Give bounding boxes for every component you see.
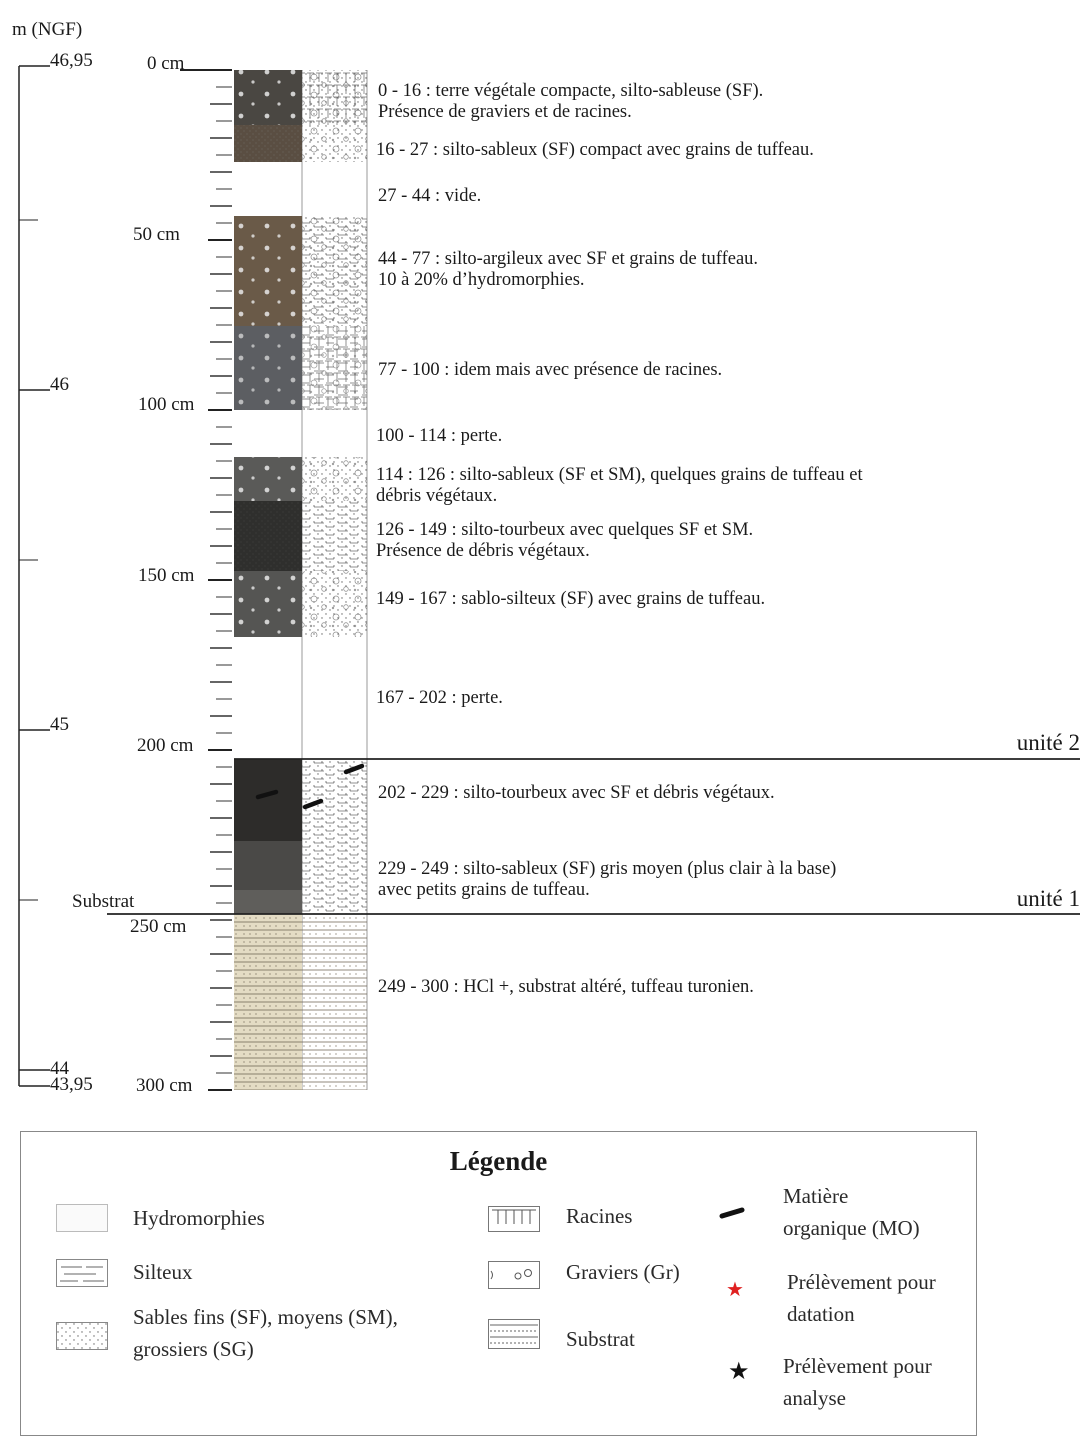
legend-graviers: Graviers (Gr) xyxy=(566,1260,680,1284)
silteux-swatch-icon xyxy=(56,1259,108,1287)
legend-mo: Matière xyxy=(783,1184,849,1208)
ngf-axis-label: m (NGF) xyxy=(12,19,82,40)
black-star-icon: ★ xyxy=(728,1356,750,1388)
layer-description: 27 - 44 : vide. xyxy=(378,186,481,206)
depth-tick-label: 0 cm xyxy=(147,53,185,74)
legend-datation: Prélèvement pour xyxy=(787,1270,936,1294)
legend-datation-cont: datation xyxy=(787,1302,855,1326)
layer-description: 100 - 114 : perte. xyxy=(376,426,502,446)
layer-description: 16 - 27 : silto-sableux (SF) compact ave… xyxy=(376,140,814,160)
layer-description: 77 - 100 : idem mais avec présence de ra… xyxy=(378,360,722,380)
layer-114-126 xyxy=(234,457,367,501)
red-star-icon: ★ xyxy=(726,1274,744,1306)
layer-description: 0 - 16 : terre végétale compacte, silto-… xyxy=(378,81,763,101)
sables-swatch-icon xyxy=(56,1322,108,1350)
legend-title: Légende xyxy=(449,1146,548,1176)
depth-tick-label: 300 cm xyxy=(136,1075,193,1096)
substrat-label: Substrat xyxy=(72,891,135,912)
layer-description: 229 - 249 : silto-sableux (SF) gris moye… xyxy=(378,859,836,879)
layer-description: 149 - 167 : sablo-silteux (SF) avec grai… xyxy=(376,589,765,609)
organic-matter-icon xyxy=(343,763,365,775)
layer-description-cont: débris végétaux. xyxy=(376,486,497,506)
unit-2-label: unité 2 xyxy=(1017,730,1080,755)
depth-tick-label: 150 cm xyxy=(138,565,195,586)
layer-229-249 xyxy=(234,841,367,914)
layer-description: 126 - 149 : silto-tourbeux avec quelques… xyxy=(376,520,753,540)
unit-1-label: unité 1 xyxy=(1017,886,1080,911)
legend-analyse: Prélèvement pour xyxy=(783,1354,932,1378)
legend-substrat: Substrat xyxy=(566,1327,635,1351)
organic-matter-legend-icon xyxy=(719,1207,745,1219)
legend-analyse-cont: analyse xyxy=(783,1386,846,1410)
hydromorphies-swatch-icon xyxy=(56,1204,108,1232)
depth-tick-label: 200 cm xyxy=(137,735,194,756)
racines-swatch-icon xyxy=(488,1206,540,1232)
layer-44-77 xyxy=(234,216,367,326)
red-star-glyph: ★ xyxy=(726,1279,744,1301)
layer-202-229 xyxy=(234,759,367,841)
layer-description-cont: 10 à 20% d’hydromorphies. xyxy=(378,270,585,290)
organic-matter-icon xyxy=(302,798,324,810)
organic-matter-marks xyxy=(255,763,365,810)
layer-126-149 xyxy=(234,501,367,571)
depth-tick-label: 250 cm xyxy=(130,916,187,937)
layer-descriptions: 0 - 16 : terre végétale compacte, silto-… xyxy=(376,81,863,997)
ngf-tick-label: 46,95 xyxy=(50,50,93,71)
layer-249-300 xyxy=(234,914,367,1090)
layer-description-cont: Présence de graviers et de racines. xyxy=(378,102,632,122)
substrat-swatch-icon xyxy=(488,1319,540,1349)
layer-77-100 xyxy=(234,326,367,410)
layer-description: 44 - 77 : silto-argileux avec SF et grai… xyxy=(378,249,758,269)
log-svg: m (NGF) 46,95 46 45 44 43,95 0 cm 50 cm … xyxy=(12,19,1080,1096)
legend-hydromorphies: Hydromorphies xyxy=(133,1206,265,1230)
layer-16-27 xyxy=(234,125,367,162)
depth-tick-label: 50 cm xyxy=(133,224,180,245)
layer-149-167 xyxy=(234,571,367,637)
ngf-tick-label: 45 xyxy=(50,714,69,735)
ngf-tick-label: 44 xyxy=(50,1058,70,1079)
layer-description: 167 - 202 : perte. xyxy=(376,688,503,708)
legend-silteux: Silteux xyxy=(133,1260,193,1284)
organic-matter-icon xyxy=(255,789,279,800)
legend-sables: Sables fins (SF), moyens (SM), xyxy=(133,1305,398,1329)
layer-description: 202 - 229 : silto-tourbeux avec SF et dé… xyxy=(378,783,775,803)
depth-tick-label: 100 cm xyxy=(138,394,195,415)
ngf-tick-label: 46 xyxy=(50,374,69,395)
legend-sables-cont: grossiers (SG) xyxy=(133,1337,254,1361)
layer-description: 114 : 126 : silto-sableux (SF et SM), qu… xyxy=(376,465,863,485)
black-star-glyph: ★ xyxy=(728,1359,750,1385)
layer-description-cont: Présence de débris végétaux. xyxy=(376,541,590,561)
legend-mo-cont: organique (MO) xyxy=(783,1216,920,1240)
graviers-swatch-icon xyxy=(488,1261,540,1289)
layer-description-cont: avec petits grains de tuffeau. xyxy=(378,880,590,900)
ngf-tick-label: 43,95 xyxy=(50,1074,93,1095)
legend: Légende Hydromorphies Silteux Sables fin… xyxy=(20,1131,977,1436)
layer-description: 249 - 300 : HCl +, substrat altéré, tuff… xyxy=(378,977,754,997)
layer-0-16 xyxy=(234,70,367,125)
depth-scale: 0 cm 50 cm 100 cm 150 cm 200 cm 250 cm 3… xyxy=(130,53,232,1096)
legend-racines: Racines xyxy=(566,1204,633,1228)
ngf-axis: m (NGF) 46,95 46 45 44 43,95 xyxy=(12,19,93,1095)
